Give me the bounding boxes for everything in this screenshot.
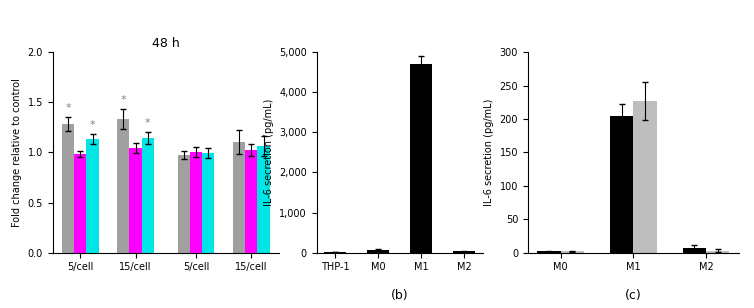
- Bar: [142, 139, 154, 253]
- Bar: [324, 252, 346, 253]
- Bar: [190, 152, 202, 253]
- Bar: [453, 251, 475, 253]
- Text: *: *: [121, 95, 126, 105]
- Bar: [245, 150, 257, 253]
- Y-axis label: Fold change relative to control: Fold change relative to control: [12, 78, 22, 227]
- Bar: [87, 140, 99, 253]
- Bar: [610, 116, 633, 253]
- Text: (b): (b): [391, 289, 409, 302]
- Bar: [257, 147, 270, 253]
- Bar: [706, 251, 729, 253]
- Bar: [62, 124, 75, 253]
- Text: *: *: [90, 120, 95, 130]
- Bar: [118, 120, 130, 253]
- Y-axis label: IL-6 secretion (pg/mL): IL-6 secretion (pg/mL): [484, 99, 494, 206]
- Bar: [410, 64, 432, 253]
- Bar: [538, 251, 561, 253]
- Bar: [633, 101, 657, 253]
- Text: (c): (c): [625, 289, 642, 302]
- Title: 48 h: 48 h: [152, 37, 179, 50]
- Bar: [202, 153, 214, 253]
- Bar: [75, 154, 87, 253]
- Bar: [367, 250, 389, 253]
- Bar: [683, 248, 706, 253]
- Bar: [130, 148, 142, 253]
- Bar: [178, 156, 190, 253]
- Text: *: *: [66, 103, 71, 113]
- Bar: [233, 142, 245, 253]
- Y-axis label: IL-6 secretion (pg/mL): IL-6 secretion (pg/mL): [264, 99, 274, 206]
- Text: *: *: [145, 119, 151, 128]
- Bar: [561, 251, 584, 253]
